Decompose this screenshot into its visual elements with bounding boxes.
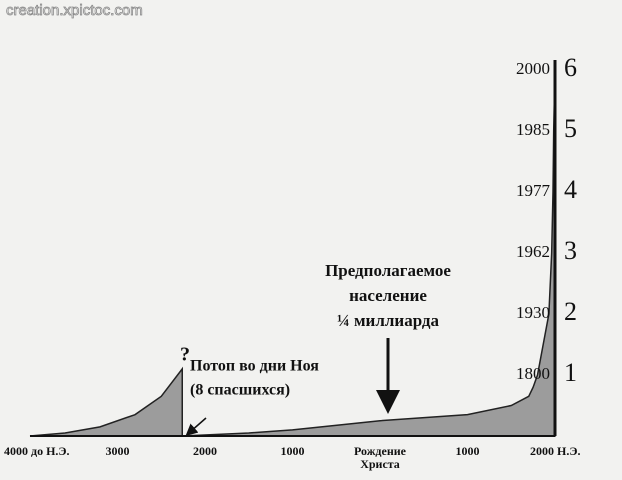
y2-tick-label: 1: [564, 358, 577, 387]
annotation: Потоп во дни Ноя: [190, 358, 319, 375]
annotation: (8 спасшихся): [190, 382, 290, 399]
x-tick-label: 2000 Н.Э.: [530, 444, 581, 458]
x-tick-label: 4000 до Н.Э.: [4, 444, 70, 458]
year-label: 1985: [516, 120, 550, 139]
annotation: население: [349, 286, 427, 305]
annotation: ?: [180, 344, 190, 366]
x-tick-label: 1000: [280, 444, 305, 458]
y2-tick-label: 4: [564, 175, 577, 204]
x-tick-label: Рождение Христа: [354, 444, 406, 471]
year-label: 1930: [516, 303, 550, 322]
arrow: [185, 417, 207, 436]
year-label: 1977: [516, 181, 551, 200]
y2-tick-label: 3: [564, 236, 577, 265]
year-label: 1800: [516, 364, 550, 383]
watermark: creation.xpictoc.com: [6, 2, 143, 19]
y2-tick-label: 2: [564, 297, 577, 326]
area: [29, 366, 183, 437]
year-label: 2000: [516, 59, 550, 78]
x-tick-label: 1000: [455, 444, 480, 458]
y2-tick-label: 6: [564, 53, 577, 82]
year-label: 1962: [516, 242, 550, 261]
x-tick-label: 3000: [105, 444, 130, 458]
y2-tick-label: 5: [564, 114, 577, 143]
annotation: Предполагаемое: [325, 261, 451, 280]
annotation: ¼ миллиарда: [337, 311, 440, 330]
x-tick-label: 2000: [193, 444, 217, 458]
